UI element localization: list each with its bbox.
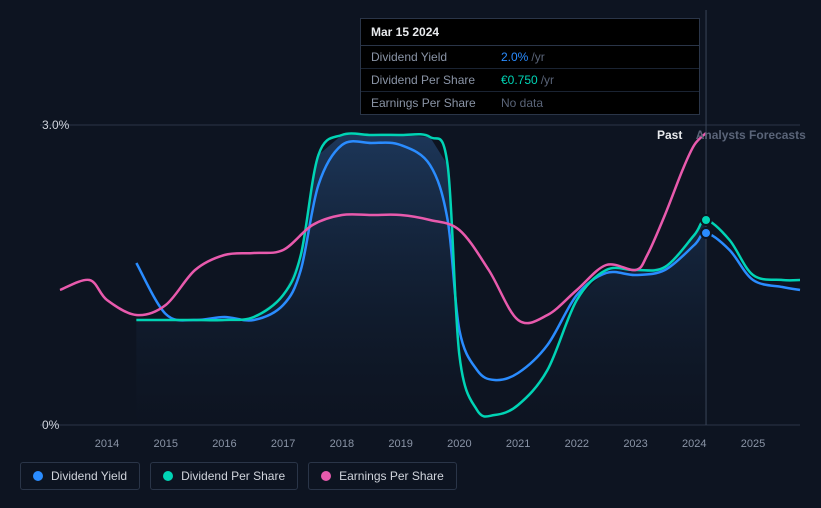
x-axis-label: 2025 <box>741 438 765 450</box>
x-axis-label: 2022 <box>565 438 589 450</box>
legend-swatch <box>163 471 173 481</box>
tooltip-value: No data <box>501 96 543 110</box>
legend-swatch <box>33 471 43 481</box>
x-axis-label: 2014 <box>95 438 119 450</box>
legend-label: Dividend Per Share <box>181 469 285 483</box>
future-label: Analysts Forecasts <box>696 128 806 142</box>
x-axis-label: 2020 <box>447 438 471 450</box>
tooltip-unit: /yr <box>531 50 544 64</box>
legend: Dividend Yield Dividend Per Share Earnings… <box>20 462 457 490</box>
tooltip-label: Dividend Yield <box>371 50 501 64</box>
x-axis-label: 2021 <box>506 438 530 450</box>
past-future-divider: Past Analysts Forecasts <box>657 128 806 142</box>
y-axis-label: 0% <box>42 418 60 432</box>
tooltip: Mar 15 2024 Dividend Yield2.0%/yrDividen… <box>360 18 700 115</box>
tooltip-unit: /yr <box>541 73 554 87</box>
x-axis-label: 2023 <box>623 438 647 450</box>
tooltip-date: Mar 15 2024 <box>361 19 699 46</box>
x-axis-label: 2019 <box>388 438 412 450</box>
tooltip-row: Earnings Per ShareNo data <box>361 92 699 114</box>
legend-item[interactable]: Dividend Per Share <box>150 462 298 490</box>
tooltip-label: Earnings Per Share <box>371 96 501 110</box>
legend-item[interactable]: Earnings Per Share <box>308 462 457 490</box>
shaded-area <box>136 135 706 425</box>
tooltip-row: Dividend Per Share€0.750/yr <box>361 69 699 92</box>
tooltip-label: Dividend Per Share <box>371 73 501 87</box>
x-axis-label: 2024 <box>682 438 706 450</box>
tooltip-row: Dividend Yield2.0%/yr <box>361 46 699 69</box>
legend-swatch <box>321 471 331 481</box>
tooltip-value: 2.0% <box>501 50 528 64</box>
x-axis-label: 2015 <box>153 438 177 450</box>
y-axis-label: 3.0% <box>42 118 70 132</box>
legend-label: Earnings Per Share <box>339 469 444 483</box>
tooltip-value: €0.750 <box>501 73 538 87</box>
x-axis-label: 2016 <box>212 438 236 450</box>
past-label: Past <box>657 128 682 142</box>
legend-label: Dividend Yield <box>51 469 127 483</box>
x-axis-label: 2018 <box>330 438 354 450</box>
legend-item[interactable]: Dividend Yield <box>20 462 140 490</box>
series-marker <box>701 215 711 225</box>
x-axis-label: 2017 <box>271 438 295 450</box>
series-marker <box>701 228 711 238</box>
